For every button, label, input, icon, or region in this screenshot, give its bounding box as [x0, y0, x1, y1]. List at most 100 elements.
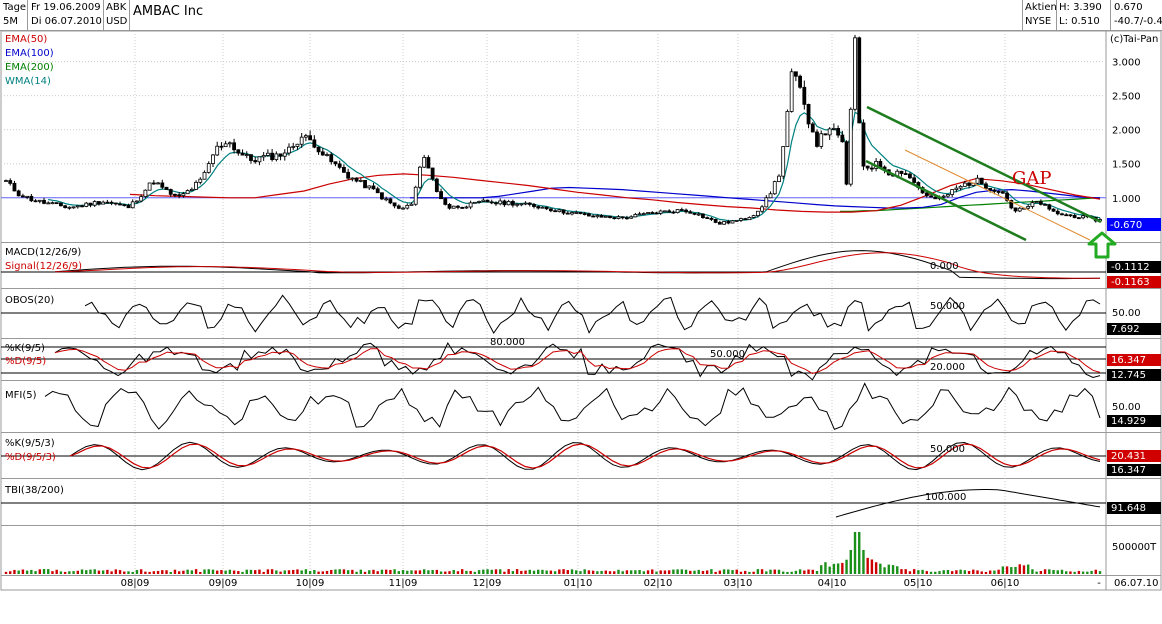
candle-body	[135, 200, 139, 203]
volume-bar	[254, 570, 257, 574]
candle-body	[629, 216, 634, 219]
volume-bar	[959, 569, 962, 574]
price-y-tick: 1.500	[1112, 160, 1141, 171]
volume-bar	[760, 569, 764, 574]
signal-badge-text: -0.1163	[1111, 277, 1150, 288]
price-y-tick: 1.000	[1112, 194, 1141, 205]
volume-bar	[1056, 570, 1059, 574]
copyright-text: (c)Tai-Pan	[1110, 34, 1158, 45]
candle-body	[979, 177, 984, 185]
candle-body	[257, 156, 262, 163]
stoch-k-label: %K(9/5)	[5, 343, 45, 354]
candle-body	[941, 195, 946, 198]
volume-bar	[663, 570, 667, 574]
period-value: 5M	[3, 16, 18, 27]
candle-body	[358, 179, 363, 182]
candle-body	[147, 182, 152, 191]
volume-bar	[106, 569, 109, 574]
slowstoch-level-label: 50.000	[930, 444, 965, 455]
candle-body	[781, 146, 786, 177]
volume-bar	[452, 569, 455, 574]
volume-bar	[786, 571, 789, 574]
volume-bar	[511, 571, 515, 574]
candle-body	[962, 182, 967, 187]
candle-body	[950, 189, 955, 195]
candle-body	[439, 191, 443, 200]
candle-body	[561, 209, 566, 214]
x-tick-label: 09|09	[209, 578, 238, 589]
volume-bar	[596, 571, 599, 574]
volume-bar	[169, 571, 172, 574]
wma14-line	[48, 111, 1101, 222]
candle-body	[667, 210, 672, 213]
volume-bar	[1073, 571, 1076, 574]
volume-bar	[359, 569, 363, 574]
volume-bar	[714, 571, 717, 574]
volume-bar	[934, 571, 937, 574]
volume-bar	[199, 571, 202, 574]
candle-body	[523, 202, 528, 205]
candle-body	[156, 182, 160, 185]
candle-body	[202, 171, 207, 180]
volume-bar	[950, 571, 954, 574]
volume-bar	[144, 571, 147, 574]
price-y-tick: 2.500	[1112, 92, 1141, 103]
price-y-tick: 2.000	[1112, 126, 1141, 137]
signal-label: Signal(12/26/9)	[5, 261, 82, 272]
obos-badge	[1107, 323, 1161, 335]
volume-bar	[765, 571, 768, 574]
candle-body	[553, 210, 558, 213]
volume-bar	[118, 570, 122, 574]
tbi-badge	[1107, 502, 1161, 514]
volume-bar	[127, 571, 130, 574]
volume-bar	[4, 571, 8, 574]
x-tick-label: 03|10	[724, 578, 753, 589]
last-price-badge-text: -0.670	[1110, 220, 1142, 231]
volume-bar	[718, 570, 722, 574]
candle-body	[848, 108, 853, 185]
volume-bar	[17, 570, 20, 574]
volume-bar	[296, 569, 299, 574]
candle-body	[646, 212, 650, 214]
candle-body	[274, 153, 279, 161]
candle-body	[413, 186, 418, 205]
volume-bar	[1035, 571, 1038, 574]
volume-bar	[600, 570, 603, 574]
volume-bar	[735, 569, 738, 574]
candle-body	[878, 160, 883, 168]
volume-bar	[1010, 567, 1013, 574]
candle-body	[692, 212, 697, 215]
volume-bar	[85, 570, 88, 574]
volume-bar	[748, 571, 751, 574]
volume-bar	[676, 569, 679, 574]
candle-body	[861, 122, 866, 167]
candle-body	[730, 220, 735, 224]
tbi-badge-text: 91.648	[1111, 503, 1146, 514]
candle-body	[793, 71, 798, 77]
volume-bar	[63, 571, 67, 574]
volume-bar	[342, 569, 346, 574]
volume-bar	[161, 570, 164, 574]
candle-body	[705, 217, 710, 219]
volume-bar	[946, 570, 950, 574]
volume-bar	[967, 571, 971, 574]
tbi-level-label: 100.000	[925, 492, 966, 503]
candle-body	[371, 185, 376, 190]
volume-bar	[549, 570, 553, 574]
candle-body	[751, 215, 756, 218]
stoch-80-label: 80.000	[490, 337, 525, 348]
volume-bar	[883, 567, 886, 574]
volume-bar	[93, 569, 96, 574]
candle-body	[1009, 200, 1014, 209]
macd-level-label: 0.000	[930, 261, 959, 272]
candle-body	[443, 198, 448, 205]
candle-body	[494, 202, 498, 205]
currency: USD	[106, 16, 128, 27]
candle-body	[798, 75, 803, 88]
volume-bar	[110, 571, 113, 574]
volume-bar	[325, 570, 329, 574]
volume-bar	[824, 562, 827, 574]
candle-body	[671, 211, 676, 214]
candle-body	[557, 209, 562, 213]
candle-body	[211, 154, 215, 164]
